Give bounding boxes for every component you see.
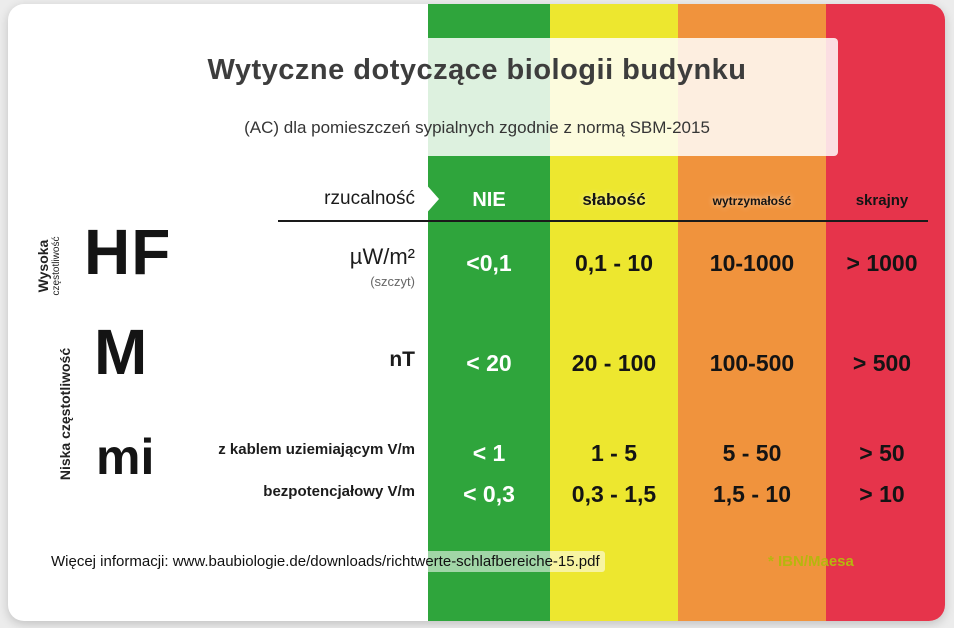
value-cell-hf-skrajny: > 1000 — [846, 250, 918, 276]
header-category-wytrzymalosc: wytrzymałość — [712, 194, 792, 208]
group-symbol-hf: HF — [84, 216, 172, 288]
footer-info-text: Więcej informacji: www.baubiologie.de/do… — [46, 551, 605, 572]
value-cell-mi2-slabosc: 0,3 - 1,5 — [571, 481, 657, 507]
value-cell-mi1-wytrzymalosc: 5 - 50 — [722, 440, 782, 466]
header-divider — [278, 220, 928, 222]
value-cell-mi1-slabosc: 1 - 5 — [590, 440, 638, 466]
page-subtitle: (AC) dla pomieszczeń sypialnych zgodnie … — [244, 118, 710, 137]
chevron-right-icon — [424, 182, 439, 216]
header-category-nie: NIE — [472, 189, 506, 211]
footer-credit: * IBN/Maesa — [768, 553, 854, 570]
value-cell-hf-nie: <0,1 — [466, 250, 512, 276]
unit-label-hf: µW/m² — [349, 244, 415, 269]
unit-note-hf: (szczyt) — [370, 274, 415, 289]
header-category-skrajny: skrajny — [855, 192, 909, 209]
frequency-label-high: Wysoka częstotliwość — [35, 206, 72, 326]
frequency-label-high-line1: Wysoka — [35, 239, 51, 293]
header-axis-label: rzucalność — [324, 188, 415, 209]
group-symbol-mi: mi — [96, 429, 155, 485]
footer-info: Więcej informacji: www.baubiologie.de/do… — [46, 551, 605, 572]
page-title: Wytyczne dotyczące biologii budynku — [207, 54, 747, 86]
value-cell-mi2-skrajny: > 10 — [859, 481, 905, 507]
value-cell-m-nie: < 20 — [466, 350, 512, 376]
value-cell-mi2-nie: < 0,3 — [463, 481, 515, 507]
header-category-slabosc: słabość — [582, 190, 646, 209]
value-cell-hf-slabosc: 0,1 - 10 — [575, 250, 653, 276]
group-symbol-m: M — [94, 316, 148, 388]
unit-label-grounded-cable: z kablem uziemiającym V/m — [218, 441, 415, 458]
value-cell-mi1-skrajny: > 50 — [859, 440, 905, 466]
value-cell-mi1-nie: < 1 — [472, 440, 506, 466]
frequency-label-low: Niska częstotliwość — [57, 347, 73, 481]
value-cell-mi2-wytrzymalosc: 1,5 - 10 — [713, 481, 791, 507]
value-cell-hf-wytrzymalosc: 10-1000 — [709, 250, 795, 276]
value-cell-m-slabosc: 20 - 100 — [571, 350, 657, 376]
column-band-skrajny — [826, 4, 945, 621]
unit-label-potential-free: bezpotencjałowy V/m — [263, 483, 415, 500]
frequency-label-high-line2: częstotliwość — [51, 236, 62, 296]
title-backdrop — [142, 38, 838, 156]
unit-label-nt: nT — [389, 348, 415, 371]
value-cell-m-skrajny: > 500 — [852, 350, 912, 376]
value-cell-m-wytrzymalosc: 100-500 — [709, 350, 795, 376]
